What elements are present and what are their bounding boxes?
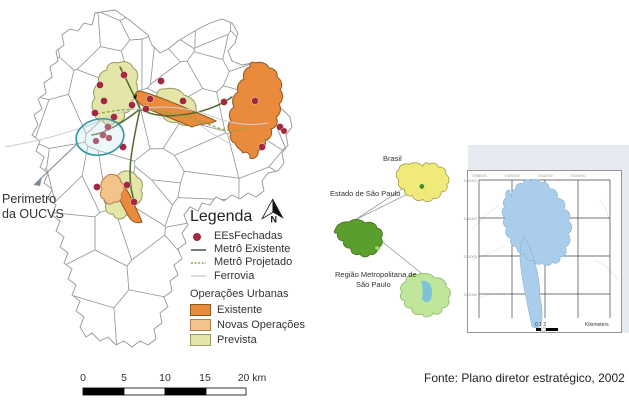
svg-text:15: 15 [199,372,211,384]
svg-text:20 km: 20 km [238,372,267,384]
svg-text:5: 5 [121,372,127,384]
svg-text:N: N [271,214,278,224]
svg-text:10: 10 [159,372,171,384]
svg-text:0: 0 [80,372,86,384]
